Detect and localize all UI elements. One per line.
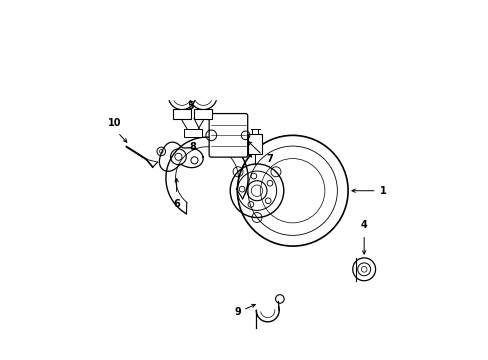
FancyBboxPatch shape xyxy=(209,113,247,157)
Text: 3: 3 xyxy=(235,129,242,139)
Text: 4: 4 xyxy=(360,220,367,230)
FancyBboxPatch shape xyxy=(183,129,201,137)
Text: 8: 8 xyxy=(189,142,196,152)
Text: 9: 9 xyxy=(234,307,241,317)
Text: 10: 10 xyxy=(108,118,122,128)
Text: 7: 7 xyxy=(265,154,272,163)
FancyBboxPatch shape xyxy=(247,134,262,154)
FancyBboxPatch shape xyxy=(173,109,190,119)
Text: 6: 6 xyxy=(173,199,180,209)
Text: 5: 5 xyxy=(187,101,194,111)
FancyBboxPatch shape xyxy=(194,109,212,119)
Text: 1: 1 xyxy=(380,186,386,196)
Text: 2: 2 xyxy=(221,148,228,158)
